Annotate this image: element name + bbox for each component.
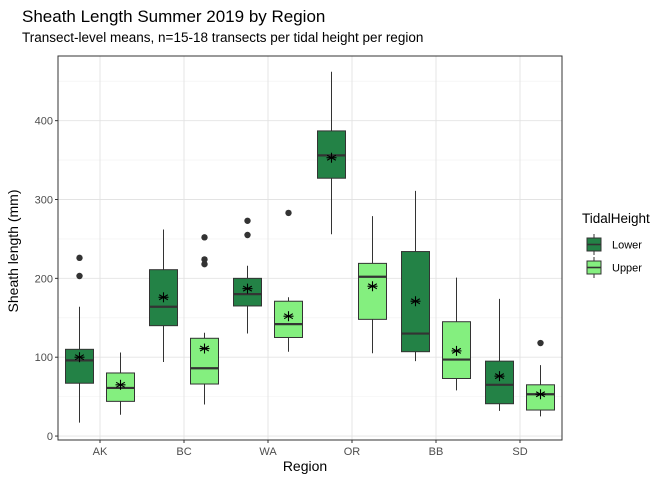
box-wa-lower: [233, 217, 262, 334]
box-layer: [65, 71, 555, 423]
y-axis-title: Sheath length (mm): [5, 190, 21, 313]
box-ak-upper: [106, 352, 135, 415]
box-or-upper: [358, 216, 387, 354]
legend-label: Upper: [612, 263, 642, 275]
panel-border: [57, 55, 563, 441]
box-bb-upper: [442, 277, 471, 391]
legend-title: TidalHeight: [582, 211, 650, 226]
mean-marker: [494, 371, 505, 382]
x-axis-title: Region: [283, 458, 327, 474]
grid-lines: [58, 56, 562, 440]
outlier-point: [537, 339, 544, 347]
outlier-point: [201, 234, 208, 241]
outlier-point: [201, 260, 208, 268]
outlier-point: [76, 254, 83, 262]
mean-marker: [451, 345, 462, 356]
box-bc-lower: [149, 229, 178, 362]
mean-marker: [74, 352, 85, 363]
plot-background: [58, 56, 562, 440]
x-tick-label: AK: [93, 446, 108, 458]
x-tick-label: SD: [512, 446, 527, 458]
mean-marker: [158, 292, 169, 303]
outlier-point: [244, 217, 251, 224]
box-iqr: [358, 262, 387, 320]
outlier-point: [76, 272, 83, 280]
box-iqr: [65, 348, 94, 384]
chart-title: Sheath Length Summer 2019 by Region: [22, 7, 325, 26]
y-tick-label: 300: [35, 195, 53, 207]
x-tick-label: WA: [259, 446, 277, 458]
axes: 0 100 200 300 400 AK BC WA OR BB SD: [35, 55, 563, 458]
box-wa-upper: [274, 209, 303, 352]
y-tick-label: 200: [35, 273, 53, 285]
box-or-lower: [317, 71, 346, 235]
mean-marker: [367, 281, 378, 292]
box-bc-upper: [190, 234, 219, 405]
mean-marker: [283, 311, 294, 322]
x-tick-label: OR: [344, 446, 361, 458]
box-bb-lower: [401, 190, 430, 362]
legend-item-upper: Upper: [586, 257, 642, 278]
y-tick-label: 400: [35, 116, 53, 128]
chart-subtitle: Transect-level means, n=15-18 transects …: [22, 30, 423, 45]
mean-marker: [115, 379, 126, 390]
legend-item-lower: Lower: [586, 234, 642, 255]
mean-marker: [199, 343, 210, 354]
outlier-point: [285, 209, 292, 217]
mean-marker: [242, 283, 253, 294]
mean-marker: [326, 152, 337, 163]
y-tick-label: 0: [47, 431, 53, 443]
outlier-point: [244, 231, 251, 239]
legend-label: Lower: [612, 240, 642, 252]
box-iqr: [485, 360, 514, 405]
box-sd-upper: [526, 339, 555, 417]
box-ak-lower: [65, 254, 94, 423]
x-tick-label: BB: [429, 446, 444, 458]
plot-panel: [58, 56, 562, 440]
box-sd-lower: [485, 298, 514, 411]
legend: TidalHeight Lower Upper: [582, 211, 650, 278]
outlier-point: [201, 256, 208, 263]
y-tick-label: 100: [35, 352, 53, 364]
mean-marker: [535, 389, 546, 400]
mean-marker: [410, 296, 421, 307]
x-tick-label: BC: [176, 446, 191, 458]
